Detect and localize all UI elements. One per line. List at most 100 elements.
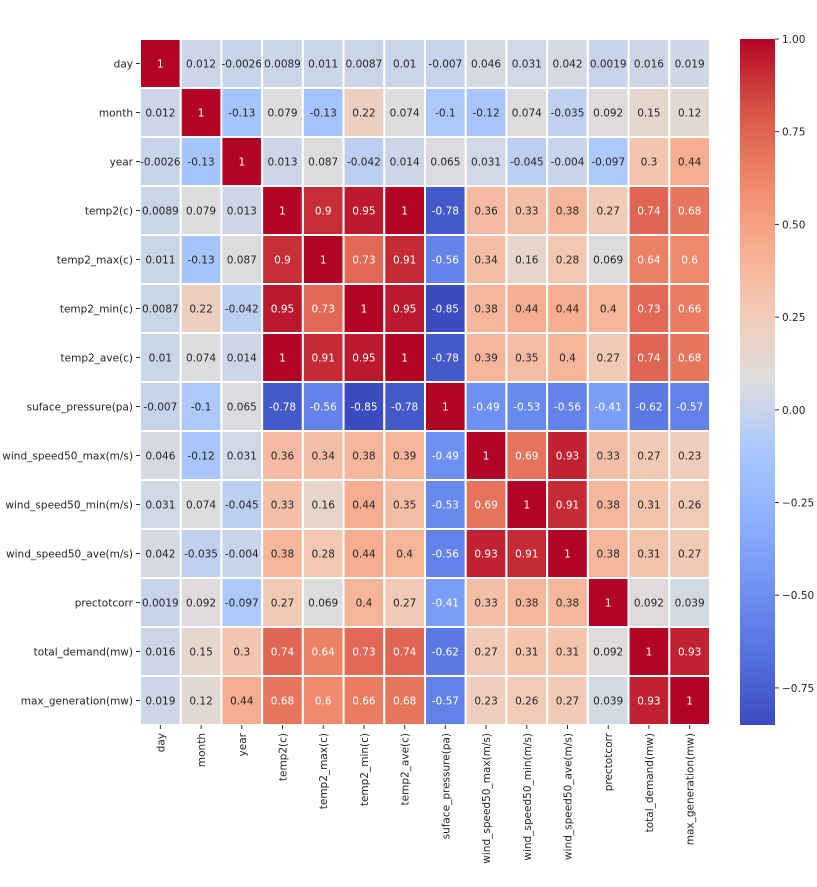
heatmap-cell <box>342 577 386 628</box>
cell-annotation: -0.62 <box>635 402 662 414</box>
cell-annotation: 0.042 <box>145 549 175 561</box>
cell-annotation: 0.031 <box>471 157 501 169</box>
cell-annotation: 0.69 <box>474 500 497 512</box>
cell-annotation: 0.092 <box>634 598 664 610</box>
cell-annotation: -0.12 <box>472 108 499 120</box>
heatmap-cell <box>424 479 467 530</box>
cell-annotation: 0.031 <box>227 451 257 463</box>
heatmap-cell <box>424 577 467 628</box>
cell-annotation: 0.35 <box>515 353 538 365</box>
heatmap-cell <box>668 38 711 89</box>
heatmap-cell <box>301 332 345 383</box>
cell-annotation: -0.49 <box>472 402 499 414</box>
cell-annotation: 0.012 <box>186 59 216 71</box>
heatmap-cell <box>220 430 264 481</box>
cell-annotation: 0.27 <box>597 353 620 365</box>
heatmap-cell <box>424 430 467 481</box>
cell-annotation: 0.27 <box>678 549 701 561</box>
heatmap-cell <box>464 185 508 236</box>
heatmap-cell <box>220 185 264 236</box>
cell-annotation: 0.016 <box>634 59 664 71</box>
cell-annotation: -0.13 <box>228 108 255 120</box>
cell-annotation: 0.28 <box>556 255 579 267</box>
colorbar-tick-label: 0.50 <box>782 219 805 231</box>
heatmap-cell <box>301 479 345 530</box>
cell-annotation: 0.27 <box>597 206 620 218</box>
cell-annotation: 1 <box>361 304 368 316</box>
cell-annotation: 0.011 <box>145 255 175 267</box>
y-tick-label: total_demand(mw) <box>34 647 133 659</box>
cell-annotation: 0.014 <box>227 353 257 365</box>
cell-annotation: 0.73 <box>352 255 375 267</box>
colorbar-tick-label: −0.25 <box>782 498 814 510</box>
heatmap-cell <box>179 479 223 530</box>
cell-annotation: -0.0026 <box>222 59 263 71</box>
cell-annotation: -0.097 <box>591 157 625 169</box>
cell-annotation: 0.44 <box>352 549 376 561</box>
cell-annotation: 0.042 <box>552 59 582 71</box>
x-tick-label: month <box>196 733 208 767</box>
heatmap-cell <box>342 87 386 138</box>
heatmap-cell <box>301 234 345 285</box>
cell-annotation: 0.079 <box>267 108 297 120</box>
heatmap-cell <box>424 234 467 285</box>
colorbar-tick-label: 0.75 <box>782 127 805 139</box>
cell-annotation: 0.0019 <box>142 598 179 610</box>
cell-annotation: 0.33 <box>515 206 538 218</box>
cell-annotation: -0.57 <box>432 696 459 708</box>
cell-annotation: -0.1 <box>435 108 456 120</box>
cell-annotation: -0.004 <box>551 157 585 169</box>
cell-annotation: 0.73 <box>352 647 375 659</box>
heatmap-cell <box>668 234 711 285</box>
cell-annotation: 0.3 <box>641 157 658 169</box>
cell-annotation: 0.074 <box>186 353 216 365</box>
cell-annotation: -0.042 <box>225 304 259 316</box>
cell-annotation: -0.78 <box>269 402 296 414</box>
cell-annotation: 1 <box>198 108 205 120</box>
cell-annotation: -0.13 <box>187 255 214 267</box>
cell-annotation: 0.38 <box>556 206 579 218</box>
cell-annotation: 0.074 <box>186 500 216 512</box>
cell-annotation: 0.69 <box>515 451 538 463</box>
cell-annotation: 1 <box>401 353 408 365</box>
cell-annotation: 1 <box>523 500 530 512</box>
cell-annotation: 0.046 <box>145 451 175 463</box>
y-tick-label: temp2_ave(c) <box>61 353 133 365</box>
cell-annotation: -0.004 <box>225 549 259 561</box>
heatmap-cell <box>668 332 711 383</box>
cell-annotation: 0.44 <box>352 500 376 512</box>
heatmap-cell <box>586 38 630 89</box>
cell-annotation: 0.031 <box>145 500 175 512</box>
cell-annotation: 0.01 <box>393 59 416 71</box>
y-tick-label: day <box>114 59 133 71</box>
cell-annotation: 0.31 <box>637 500 660 512</box>
heatmap-cell <box>301 381 345 432</box>
cell-annotation: 0.44 <box>230 696 254 708</box>
x-tick-label: day <box>155 733 167 752</box>
cell-annotation: 0.38 <box>597 549 620 561</box>
cell-annotation: 1 <box>320 255 327 267</box>
cell-annotation: 0.66 <box>352 696 376 708</box>
heatmap-cell <box>586 185 630 236</box>
cell-annotation: -0.78 <box>432 353 459 365</box>
x-tick-label: temp2_max(c) <box>318 733 330 809</box>
cell-annotation: 0.91 <box>515 549 538 561</box>
heatmap-cell <box>586 234 630 285</box>
cell-annotation: 0.046 <box>471 59 501 71</box>
cell-annotation: 0.95 <box>352 353 375 365</box>
cell-annotation: 0.15 <box>637 108 660 120</box>
cell-annotation: 0.6 <box>315 696 332 708</box>
x-tick-label: suface_pressure(pa) <box>440 733 452 839</box>
cell-annotation: -0.56 <box>432 255 459 267</box>
colorbar-tick-label: 0.25 <box>782 312 805 324</box>
cell-annotation: 0.23 <box>678 451 701 463</box>
heatmap-cell <box>546 626 589 677</box>
cell-annotation: 0.44 <box>556 304 580 316</box>
heatmap-cell <box>505 430 549 481</box>
cell-annotation: 0.68 <box>678 353 701 365</box>
cell-annotation: 1 <box>605 598 612 610</box>
cell-annotation: 0.01 <box>149 353 172 365</box>
cell-annotation: 0.9 <box>274 255 291 267</box>
cell-annotation: -0.56 <box>310 402 337 414</box>
